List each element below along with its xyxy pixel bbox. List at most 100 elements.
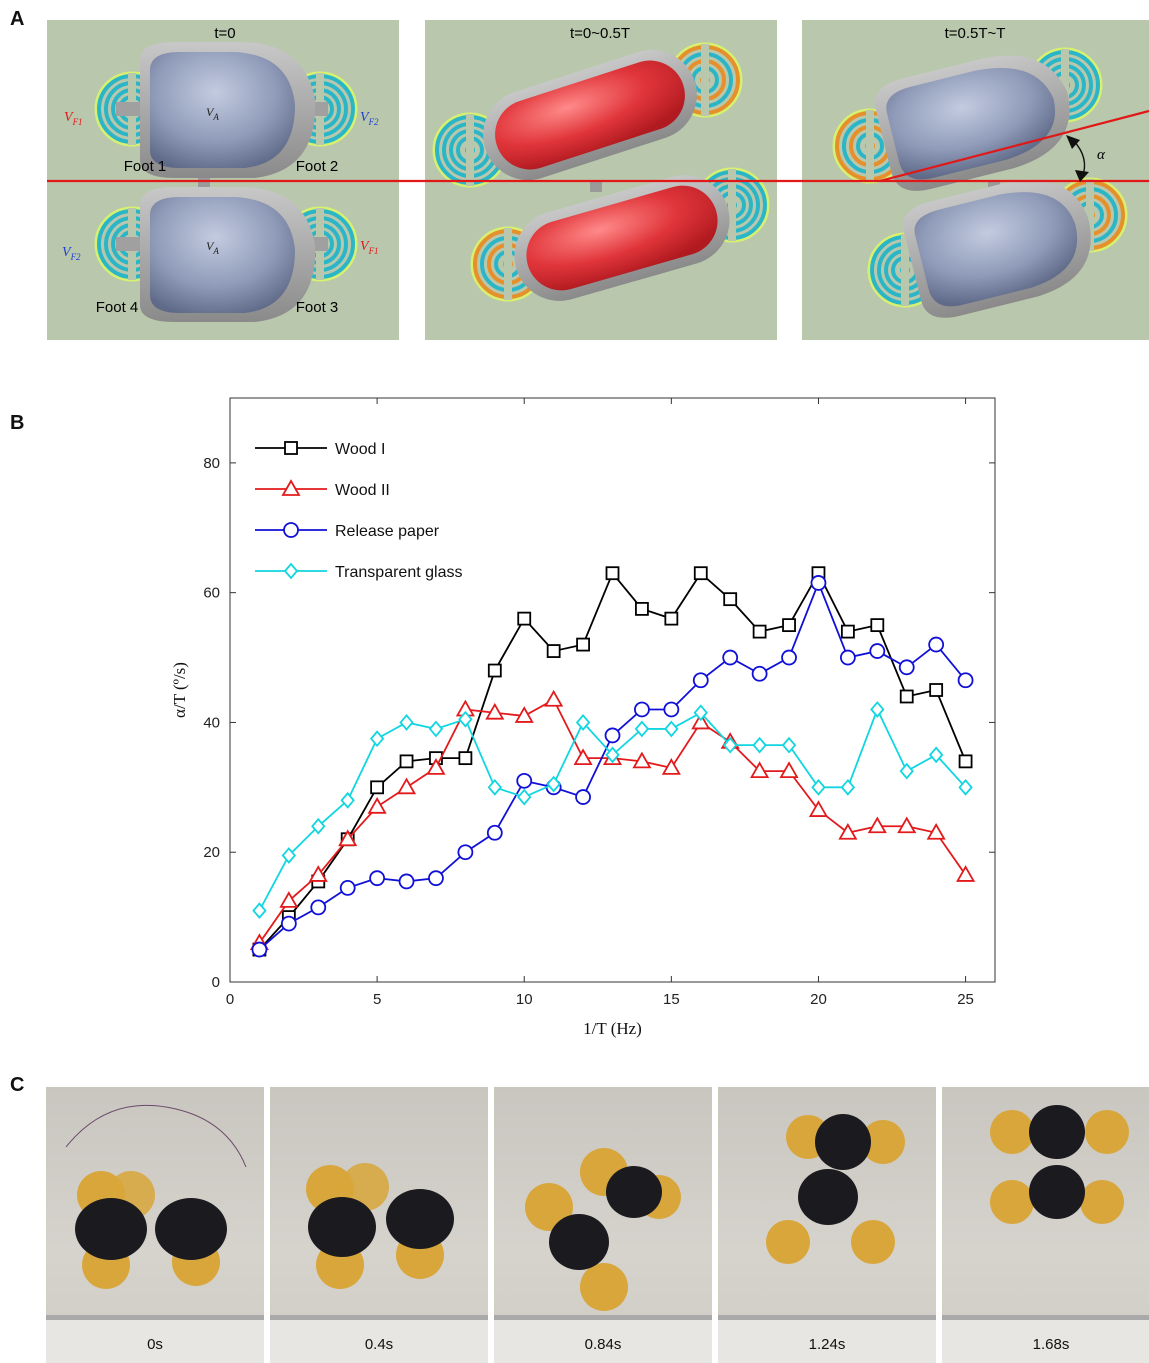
data-point: [661, 758, 681, 775]
legend-label: Wood II: [335, 482, 390, 499]
legend-label: Wood I: [335, 441, 385, 458]
data-point: [839, 649, 856, 666]
legend-marker: [283, 522, 299, 538]
data-point: [604, 727, 621, 744]
vf1-label-top: VF1: [64, 110, 83, 127]
data-point: [723, 736, 738, 754]
data-point: [808, 800, 829, 817]
data-point: [367, 796, 387, 814]
data-point: [487, 663, 502, 678]
photo-scene-icon: [942, 1105, 1149, 1363]
data-point: [810, 575, 827, 591]
data-point: [517, 788, 532, 806]
data-point: [252, 902, 267, 920]
frame-3-robot-top: [832, 47, 1103, 191]
data-point: [751, 665, 768, 682]
data-point: [369, 730, 385, 748]
data-point: [399, 714, 414, 731]
data-point: [635, 601, 649, 616]
photo-time-label: 1.68s: [1032, 1336, 1070, 1353]
data-point: [340, 791, 355, 809]
data-point: [281, 847, 297, 864]
data-point: [664, 720, 679, 738]
data-point: [308, 865, 328, 882]
photo-frame: 0s: [46, 1087, 264, 1363]
y-tick-label: 0: [212, 974, 220, 991]
x-tick-label: 5: [373, 991, 381, 1008]
foot-2-label: Foot 2: [296, 158, 339, 175]
data-point: [369, 870, 386, 887]
data-point: [457, 844, 474, 861]
x-tick-label: 10: [516, 991, 533, 1008]
data-point: [664, 611, 679, 626]
data-point: [605, 746, 620, 764]
data-point: [575, 714, 591, 731]
data-point: [958, 754, 973, 769]
data-point: [750, 761, 770, 779]
foot-4-label: Foot 4: [96, 299, 139, 316]
photo-scene-icon: [270, 1163, 488, 1363]
data-point: [869, 643, 886, 659]
vf2-label-bottom: VF2: [62, 245, 81, 262]
va-label-bottom: VA: [206, 239, 219, 256]
data-point: [781, 736, 797, 754]
x-tick-label: 25: [957, 991, 974, 1008]
photo-time-label: 0s: [147, 1336, 163, 1353]
svg-text:VA: VA: [206, 239, 219, 256]
rotated-line: [879, 109, 1149, 183]
vf2-label-top: VF2: [360, 110, 379, 127]
panel-c-photo-strip: 0s 0.4s 0.84s 1.24s: [46, 1087, 1149, 1363]
angle-label: α: [1097, 147, 1106, 163]
data-point: [782, 618, 796, 633]
data-point: [632, 751, 652, 769]
data-point: [898, 659, 915, 676]
photo-time-label: 0.84s: [584, 1336, 622, 1353]
data-point: [399, 754, 414, 769]
y-tick-label: 20: [203, 844, 220, 861]
data-point: [280, 915, 297, 932]
y-tick-label: 80: [203, 455, 220, 472]
data-point: [634, 701, 650, 718]
va-label-top: VA: [206, 105, 219, 122]
photo-time-label: 1.24s: [808, 1336, 846, 1353]
data-point: [311, 817, 326, 835]
data-point: [870, 618, 885, 633]
data-point: [428, 870, 444, 887]
data-point: [279, 891, 299, 908]
data-point: [517, 611, 532, 626]
data-point: [486, 824, 503, 841]
data-point: [546, 775, 561, 793]
photo-scene-icon: [494, 1148, 712, 1363]
frame-2-title: t=0~0.5T: [570, 25, 630, 42]
data-point: [867, 816, 887, 834]
frame-3-robot-bottom: [867, 177, 1128, 318]
legend-label: Release paper: [335, 523, 440, 540]
panel-label-a: A: [10, 8, 25, 30]
legend-marker: [281, 479, 301, 496]
y-tick-label: 40: [203, 714, 220, 731]
data-point: [692, 672, 709, 689]
data-point: [575, 789, 591, 805]
svg-text:VF1: VF1: [64, 110, 83, 127]
data-point: [398, 873, 415, 890]
data-point: [516, 772, 533, 789]
data-point: [546, 644, 561, 658]
foot-3-label: Foot 3: [296, 299, 339, 316]
data-point: [458, 751, 473, 766]
data-point: [838, 822, 858, 840]
data-point: [426, 758, 446, 775]
photo-scene-icon: [718, 1114, 936, 1363]
svg-text:VF2: VF2: [360, 110, 379, 127]
data-point: [870, 701, 885, 718]
data-point: [840, 778, 856, 796]
y-axis-label: α/T (º/s): [170, 662, 189, 718]
data-point: [663, 701, 680, 718]
x-tick-label: 15: [663, 991, 680, 1008]
data-point: [781, 649, 797, 666]
angle-arrow-top: [1066, 135, 1080, 149]
data-point: [956, 865, 976, 882]
angle-arrow-bottom: [1075, 170, 1089, 182]
data-point: [722, 649, 739, 666]
data-point: [693, 704, 708, 722]
panel-b-chart: 0 5 10 15 20 25 0 20 40 60 80 1/T (Hz) α/T (º/s) Wood…: [170, 397, 996, 1038]
